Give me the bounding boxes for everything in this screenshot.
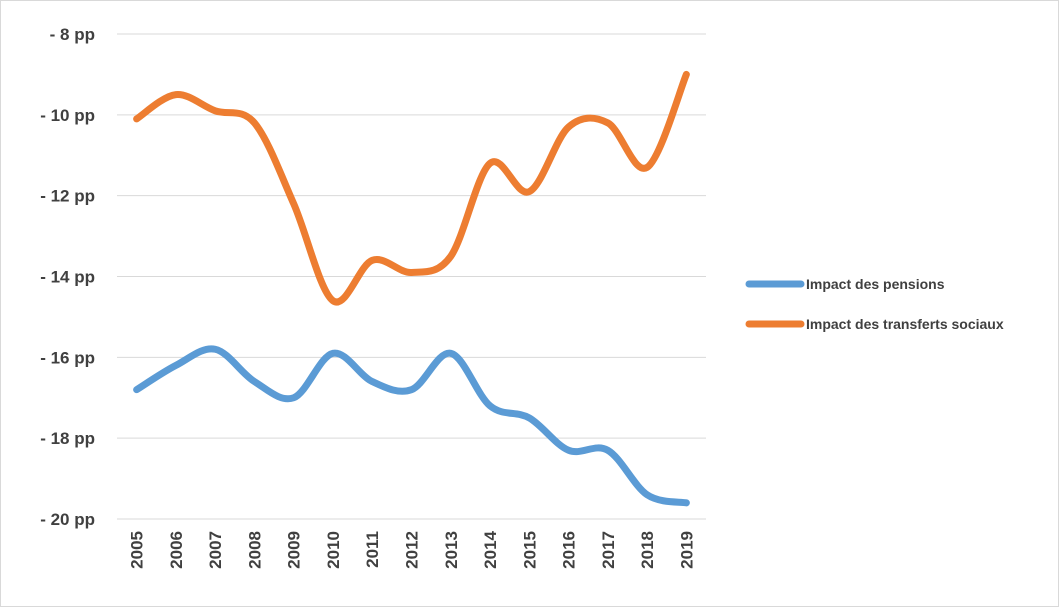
x-tick-label: 2006 [167,531,186,569]
x-tick-label: 2008 [245,531,264,569]
x-tick-label: 2018 [638,531,657,569]
y-tick-label: - 18 pp [40,429,95,448]
x-tick-label: 2012 [403,531,422,569]
x-tick-label: 2010 [324,531,343,569]
x-tick-label: 2009 [285,531,304,569]
y-axis-ticks: - 8 pp - 10 pp - 12 pp - 14 pp - 16 pp - 18 p… [40,25,95,529]
legend-label: Impact des transferts sociaux [806,316,1004,332]
x-tick-label: 2005 [128,531,147,569]
y-tick-label: - 14 pp [40,268,95,287]
x-tick-label: 2014 [481,530,500,568]
y-tick-label: - 10 pp [40,106,95,125]
series-line-transferts-sociaux [133,70,690,306]
x-tick-label: 2016 [560,531,579,569]
x-tick-label: 2017 [599,531,618,569]
x-axis-ticks: 2005 2006 2007 2008 2009 2010 2011 2012 2013 2014… [128,530,697,568]
x-tick-label: 2011 [363,531,382,568]
series-lines [133,70,690,507]
x-tick-label: 2015 [520,531,539,569]
legend: Impact des pensions Impact des transferts… [745,276,1004,332]
series-line-pensions [133,345,690,507]
y-tick-label: - 12 pp [40,187,95,206]
y-tick-label: - 20 pp [40,510,95,529]
y-tick-label: - 8 pp [50,25,95,44]
y-tick-label: - 16 pp [40,348,95,367]
x-tick-label: 2013 [442,531,461,569]
gridlines [117,33,706,520]
x-tick-label: 2007 [206,531,225,569]
x-tick-label: 2019 [677,531,696,569]
legend-label: Impact des pensions [806,276,945,292]
